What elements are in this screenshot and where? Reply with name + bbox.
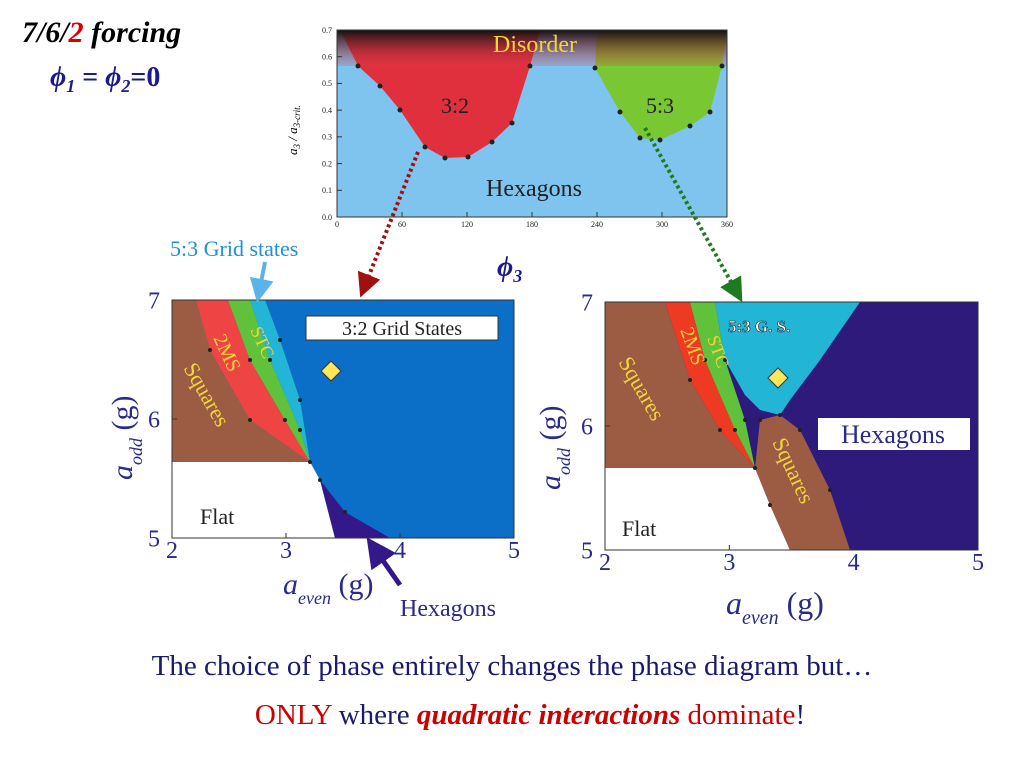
label: ϕ [497,252,513,283]
ratio: 7/6/ [22,16,71,49]
x-tick-label: 60 [398,220,406,229]
y-tick-label: 0.7 [322,26,332,35]
emphasis: quadratic interactions [417,699,680,731]
label: a [106,465,139,480]
x-tick-label: 5 [508,538,520,564]
label-unit: (g) [534,406,567,448]
region-label: Flat [622,516,656,541]
sub: 2 [120,76,130,96]
x-tick-label: 120 [461,220,473,229]
label-sub: even [298,588,331,608]
region-label: 3:2 Grid States [342,318,462,340]
y-axis-label: aodd (g) [534,406,574,490]
only: ONLY [255,699,333,731]
label-unit: (g) [331,568,373,601]
x-tick-label: 0 [335,220,339,229]
y-tick-label: 0.0 [322,213,332,222]
label-sub: 3 [512,266,522,286]
x-tick-label: 2 [599,550,611,576]
x-tick-label: 5 [972,550,984,576]
y-tick-label: 0.2 [322,159,332,168]
y-tick-label: 0.3 [322,133,332,142]
footer-line: The choice of phase entirely changes the… [152,650,873,682]
top-regions [336,29,728,218]
sub: 1 [66,76,75,96]
x-tick-label: 180 [526,220,538,229]
eq-rest: =0 [130,62,160,93]
heading: 7/6/2 forcing [22,16,181,49]
callout: Hexagons [400,596,496,622]
label: / a [285,127,300,144]
y-tick-label: 6 [581,414,593,440]
y-tick-label: 0.5 [322,79,332,88]
y-tick-label: 5 [581,538,593,564]
label: a [726,585,742,621]
y-tick-label: 6 [148,407,160,433]
region-label: 3:2 [441,93,469,118]
region-label: Flat [200,504,234,529]
callout: 5:3 Grid states [170,236,298,261]
label-sub: 3 [292,144,302,150]
region-label: Disorder [493,32,577,58]
label: a [285,148,300,155]
phi: ϕ [50,62,66,93]
text: dominate [680,699,795,731]
label-sub: odd [126,437,146,465]
ratio-mark: 2 [68,16,84,49]
x-axis-label: aeven (g) [283,568,373,608]
eq: = [75,62,105,93]
left-regions [171,299,515,539]
y-axis-label: a3 / a3-crit. [285,105,302,155]
region-label: Hexagons [486,176,582,202]
x-tick-label: 240 [591,220,603,229]
text: ! [795,699,805,731]
region-label: Hexagons [841,420,945,449]
phase-eq: ϕ1 = ϕ2=0 [50,62,160,96]
label-unit: (g) [106,396,139,438]
x-axis-label: ϕ3 [497,252,522,286]
phi: ϕ [105,62,121,93]
arrow [357,151,420,298]
y-axis-label: aodd (g) [106,396,146,480]
y-tick-label: 7 [148,288,160,314]
x-tick-label: 4 [848,550,860,576]
arrow [249,261,274,303]
text: where [331,699,416,731]
y-tick-label: 7 [581,290,593,316]
y-tick-label: 0.4 [322,106,332,115]
label-sub: even [742,607,779,629]
x-tick-label: 4 [394,538,406,564]
x-tick-label: 360 [721,220,733,229]
x-tick-label: 3 [723,550,735,576]
y-tick-label: 5 [148,526,160,552]
x-axis-label: aeven (g) [726,585,824,629]
label-unit: (g) [779,585,824,621]
ratio-end: forcing [84,16,182,49]
region-label: 5:3 G. S. [728,317,790,336]
arrow [643,127,743,303]
label: a [534,475,567,490]
arrow [366,537,403,587]
y-tick-label: 0.1 [322,186,332,195]
label-sub: 3-crit. [292,105,302,128]
y-tick-label: 0.6 [322,53,332,62]
x-tick-label: 3 [280,538,292,564]
x-tick-label: 300 [656,220,668,229]
region-label: 5:3 [646,93,674,118]
right-regions [604,301,979,551]
label: a [283,568,298,601]
footer-line: ONLY where quadratic interactions domina… [255,699,805,731]
label-sub: odd [554,447,574,475]
x-tick-label: 2 [166,538,178,564]
